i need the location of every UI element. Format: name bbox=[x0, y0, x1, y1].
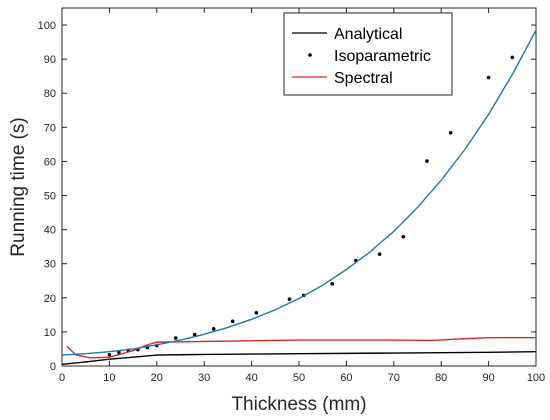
data-point-isoparametric bbox=[192, 332, 197, 337]
x-tick-label: 40 bbox=[245, 372, 257, 384]
data-point-isoparametric bbox=[425, 159, 429, 163]
data-point-isoparametric bbox=[117, 350, 121, 355]
legend-box bbox=[283, 12, 453, 96]
series-line-spectral bbox=[66, 337, 536, 359]
series-line-fitted-curve bbox=[62, 28, 536, 356]
x-tick-label: 80 bbox=[435, 372, 447, 384]
x-tick-label: 100 bbox=[527, 372, 545, 384]
series-line-analytical bbox=[62, 350, 536, 365]
data-point-isoparametric bbox=[486, 75, 491, 80]
y-axis-label: Running time (s) bbox=[8, 117, 29, 256]
y-tick-label: 80 bbox=[44, 88, 56, 100]
x-tick-label: 90 bbox=[482, 372, 494, 384]
series-layer bbox=[62, 28, 536, 365]
data-point-isoparametric bbox=[330, 282, 334, 286]
data-point-isoparametric bbox=[510, 55, 515, 60]
legend-label-isoparametric: Isoparametric bbox=[334, 48, 431, 65]
y-tick-label: 70 bbox=[44, 122, 56, 134]
y-tick-label: 90 bbox=[44, 54, 56, 66]
data-point-isoparametric bbox=[254, 311, 259, 315]
y-tick-label: 60 bbox=[44, 156, 56, 168]
y-tick-label: 40 bbox=[44, 225, 56, 237]
legend: Analytical Isoparametric Spectral bbox=[283, 12, 453, 96]
data-point-isoparametric bbox=[107, 352, 112, 357]
x-tick-label: 10 bbox=[103, 372, 115, 384]
data-point-isoparametric bbox=[230, 319, 235, 324]
legend-swatch-isoparametric bbox=[308, 53, 312, 57]
y-tick-label: 10 bbox=[44, 327, 56, 339]
x-tick-label: 50 bbox=[293, 372, 305, 384]
y-tick-label: 100 bbox=[38, 20, 56, 32]
data-point-isoparametric bbox=[401, 234, 406, 239]
x-tick-label: 0 bbox=[59, 372, 65, 384]
x-tick-label: 60 bbox=[340, 372, 352, 384]
data-point-isoparametric bbox=[287, 297, 292, 301]
y-tick-label: 50 bbox=[44, 191, 56, 203]
x-axis-ticks: 0 10 20 30 40 50 60 70 80 90 100 bbox=[59, 8, 545, 384]
data-point-isoparametric bbox=[377, 252, 382, 256]
y-tick-label: 20 bbox=[44, 293, 56, 305]
data-point-isoparametric bbox=[211, 327, 216, 331]
y-axis-ticks: 0 10 20 30 40 50 60 70 80 90 100 bbox=[38, 20, 536, 373]
legend-label-spectral: Spectral bbox=[334, 70, 393, 87]
y-tick-label: 0 bbox=[50, 361, 56, 373]
data-point-isoparametric bbox=[173, 336, 178, 340]
legend-label-analytical: Analytical bbox=[334, 26, 402, 43]
x-axis-label: Thickness (mm) bbox=[231, 394, 366, 415]
x-tick-label: 30 bbox=[198, 372, 210, 384]
x-tick-label: 20 bbox=[151, 372, 163, 384]
y-tick-label: 30 bbox=[44, 259, 56, 271]
x-tick-label: 70 bbox=[388, 372, 400, 384]
data-point-isoparametric bbox=[448, 130, 453, 135]
